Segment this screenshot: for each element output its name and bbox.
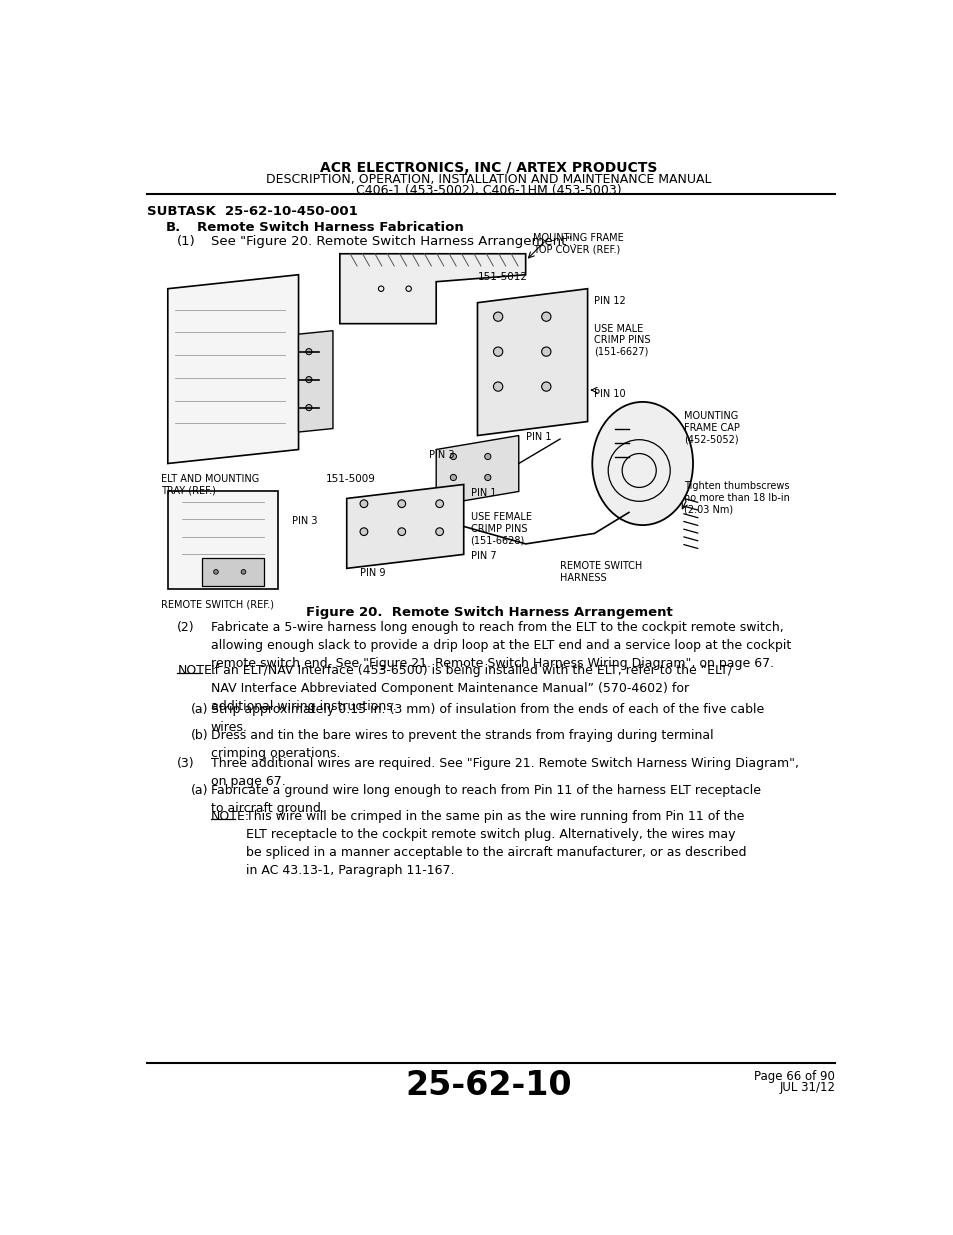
Text: (1): (1) — [177, 235, 196, 248]
Circle shape — [541, 382, 551, 391]
Text: 151-5009: 151-5009 — [326, 474, 375, 484]
Circle shape — [450, 453, 456, 459]
Polygon shape — [168, 492, 277, 589]
Text: REMOTE SWITCH
HARNESS: REMOTE SWITCH HARNESS — [559, 562, 641, 583]
Text: (b): (b) — [192, 729, 209, 742]
Text: USE MALE
CRIMP PINS
(151-6627): USE MALE CRIMP PINS (151-6627) — [594, 324, 650, 357]
Text: Remote Switch Harness Fabrication: Remote Switch Harness Fabrication — [196, 221, 463, 233]
Text: Dress and tin the bare wires to prevent the strands from fraying during terminal: Dress and tin the bare wires to prevent … — [211, 729, 713, 760]
Text: USE FEMALE
CRIMP PINS
(151-6628): USE FEMALE CRIMP PINS (151-6628) — [470, 513, 531, 546]
Text: NOTE:: NOTE: — [177, 664, 216, 677]
Polygon shape — [168, 274, 298, 463]
Circle shape — [541, 347, 551, 356]
Text: (2): (2) — [177, 621, 194, 634]
Text: Fabricate a ground wire long enough to reach from Pin 11 of the harness ELT rece: Fabricate a ground wire long enough to r… — [211, 784, 760, 815]
Polygon shape — [477, 289, 587, 436]
Text: REMOTE SWITCH (REF.): REMOTE SWITCH (REF.) — [161, 600, 274, 610]
Text: (3): (3) — [177, 757, 194, 769]
Text: C406-1 (453-5002), C406-1HM (453-5003): C406-1 (453-5002), C406-1HM (453-5003) — [355, 184, 621, 196]
Text: Tighten thumbscrews
no more than 18 lb-in
(2.03 Nm): Tighten thumbscrews no more than 18 lb-i… — [683, 480, 789, 514]
Text: NOTE:: NOTE: — [211, 810, 250, 824]
Text: ACR ELECTRONICS, INC / ARTEX PRODUCTS: ACR ELECTRONICS, INC / ARTEX PRODUCTS — [320, 161, 657, 174]
Circle shape — [450, 474, 456, 480]
Circle shape — [213, 569, 218, 574]
Text: Three additional wires are required. See "Figure 21. Remote Switch Harness Wirin: Three additional wires are required. See… — [211, 757, 798, 788]
Text: (a): (a) — [192, 703, 209, 715]
Text: 151-5012: 151-5012 — [477, 272, 527, 282]
Text: ELT AND MOUNTING
TRAY (REF.): ELT AND MOUNTING TRAY (REF.) — [161, 474, 259, 495]
Ellipse shape — [592, 401, 692, 525]
Text: PIN 9: PIN 9 — [360, 568, 386, 578]
Circle shape — [493, 312, 502, 321]
Text: PIN 1: PIN 1 — [525, 432, 551, 442]
Text: Strip approximately 0.15 in. (3 mm) of insulation from the ends of each of the f: Strip approximately 0.15 in. (3 mm) of i… — [211, 703, 763, 734]
Text: B.: B. — [166, 221, 181, 233]
Polygon shape — [339, 253, 525, 324]
Polygon shape — [298, 331, 333, 432]
Text: 25-62-10: 25-62-10 — [405, 1070, 572, 1102]
Circle shape — [493, 382, 502, 391]
Polygon shape — [346, 484, 463, 568]
Circle shape — [306, 377, 312, 383]
Circle shape — [397, 527, 405, 536]
Text: (a): (a) — [192, 784, 209, 798]
Text: PIN 3: PIN 3 — [429, 450, 455, 459]
Text: Page 66 of 90: Page 66 of 90 — [754, 1070, 835, 1083]
Circle shape — [241, 569, 246, 574]
Circle shape — [306, 348, 312, 354]
Text: See "Figure 20. Remote Switch Harness Arrangement".: See "Figure 20. Remote Switch Harness Ar… — [211, 235, 576, 248]
Text: PIN 10: PIN 10 — [594, 389, 625, 399]
Circle shape — [436, 527, 443, 536]
Circle shape — [484, 453, 491, 459]
Text: JUL 31/12: JUL 31/12 — [779, 1081, 835, 1094]
Circle shape — [306, 405, 312, 411]
Text: DESCRIPTION, OPERATION, INSTALLATION AND MAINTENANCE MANUAL: DESCRIPTION, OPERATION, INSTALLATION AND… — [266, 173, 711, 185]
Circle shape — [484, 474, 491, 480]
Text: MOUNTING FRAME
TOP COVER (REF.): MOUNTING FRAME TOP COVER (REF.) — [532, 232, 622, 254]
Text: This wire will be crimped in the same pin as the wire running from Pin 11 of the: This wire will be crimped in the same pi… — [245, 810, 745, 877]
Text: Figure 20.  Remote Switch Harness Arrangement: Figure 20. Remote Switch Harness Arrange… — [305, 605, 672, 619]
Text: MOUNTING
FRAME CAP
(452-5052): MOUNTING FRAME CAP (452-5052) — [683, 411, 739, 445]
Circle shape — [359, 500, 368, 508]
Polygon shape — [202, 558, 264, 585]
Text: PIN 3: PIN 3 — [292, 516, 316, 526]
Polygon shape — [436, 436, 518, 505]
Circle shape — [493, 347, 502, 356]
Text: If an ELT/NAV Interface (453-6500) is being installed with the ELT, refer to the: If an ELT/NAV Interface (453-6500) is be… — [211, 664, 731, 713]
Circle shape — [541, 312, 551, 321]
Text: Fabricate a 5-wire harness long enough to reach from the ELT to the cockpit remo: Fabricate a 5-wire harness long enough t… — [211, 621, 790, 669]
Text: SUBTASK  25-62-10-450-001: SUBTASK 25-62-10-450-001 — [147, 205, 357, 219]
Text: PIN 1: PIN 1 — [470, 488, 496, 498]
Circle shape — [397, 500, 405, 508]
Circle shape — [436, 500, 443, 508]
Text: PIN 12: PIN 12 — [594, 295, 625, 306]
Text: PIN 7: PIN 7 — [470, 551, 496, 561]
Circle shape — [359, 527, 368, 536]
